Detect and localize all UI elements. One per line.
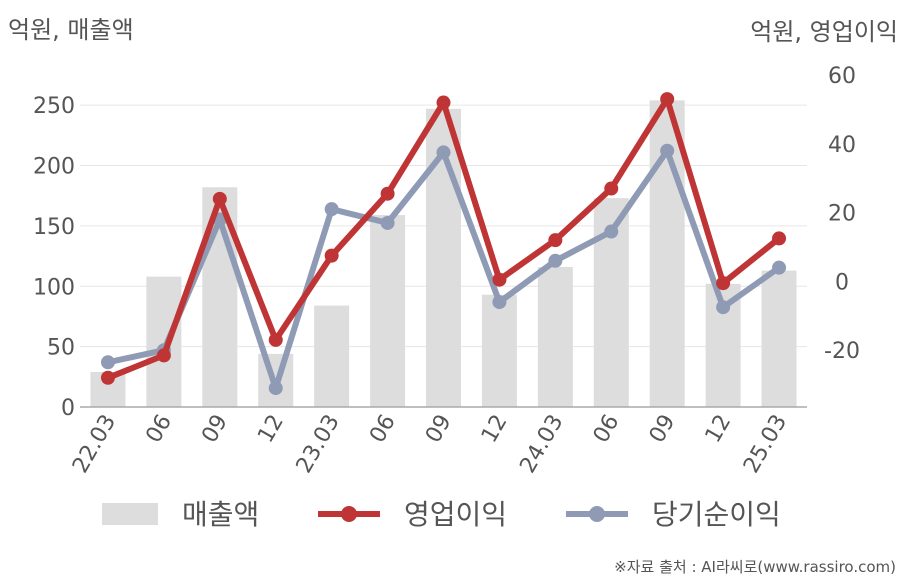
x-tick-label: 23.03 [292, 411, 345, 478]
data-point [212, 191, 227, 206]
data-point [100, 355, 115, 370]
data-point [436, 145, 451, 160]
x-tick-label: 25.03 [739, 411, 792, 478]
data-point [268, 332, 283, 347]
legend-label: 매출액 [182, 498, 259, 531]
data-point [492, 295, 507, 310]
x-tick-label: 06 [589, 411, 625, 448]
left-tick-label: 200 [33, 155, 75, 180]
right-tick-label: 60 [828, 64, 856, 89]
x-tick-label: 09 [197, 411, 233, 448]
data-point [716, 300, 731, 315]
legend-label: 당기순이익 [652, 498, 781, 531]
x-tick-label: 12 [253, 411, 289, 448]
data-point [604, 181, 619, 196]
data-point [548, 233, 563, 248]
x-tick-label: 09 [645, 411, 681, 448]
x-tick-label: 24.03 [515, 411, 568, 478]
left-axis-label: 억원, 매출액 [8, 16, 134, 44]
left-tick-label: 100 [33, 275, 75, 300]
right-tick-label: 20 [828, 202, 856, 227]
bar [537, 266, 573, 407]
data-point [548, 253, 563, 268]
data-point [660, 92, 675, 107]
data-point [604, 224, 619, 239]
data-point [716, 276, 731, 291]
bar [370, 215, 406, 407]
data-point [772, 260, 787, 275]
legend-swatch [102, 503, 158, 525]
right-tick-label: 0 [835, 270, 849, 295]
data-point [100, 370, 115, 385]
right-axis-label: 억원, 영업이익 [750, 18, 898, 46]
left-tick-label: 250 [33, 94, 75, 119]
right-tick-label: -20 [824, 339, 860, 364]
bar [481, 294, 517, 407]
source-note: ※자료 출처 : AI라씨로(www.rassiro.com) [614, 558, 896, 576]
legend: 매출액 영업이익 당기순이익 [102, 498, 781, 531]
x-tick-label: 09 [421, 411, 457, 448]
bar [146, 276, 182, 407]
legend-label: 영업이익 [404, 498, 507, 531]
line-series [100, 92, 787, 396]
data-point [660, 143, 675, 158]
data-point [436, 95, 451, 110]
legend-marker [341, 506, 357, 522]
data-point [324, 202, 339, 217]
data-point [268, 381, 283, 396]
data-point [156, 348, 171, 363]
x-tick-label: 12 [701, 411, 737, 448]
bar [314, 305, 350, 407]
left-tick-label: 150 [33, 215, 75, 240]
x-tick-label: 06 [365, 411, 401, 448]
left-tick-label: 0 [61, 396, 75, 421]
data-point [324, 248, 339, 263]
data-point [380, 186, 395, 201]
data-point [380, 215, 395, 230]
right-tick-label: 40 [828, 133, 856, 158]
left-tick-label: 50 [47, 336, 75, 361]
bar [761, 270, 797, 407]
legend-marker [589, 506, 605, 522]
x-tick-label: 06 [141, 411, 177, 448]
x-tick-label: 22.03 [68, 411, 121, 478]
x-tick-label: 12 [477, 411, 513, 448]
data-point [772, 231, 787, 246]
data-point [492, 272, 507, 287]
